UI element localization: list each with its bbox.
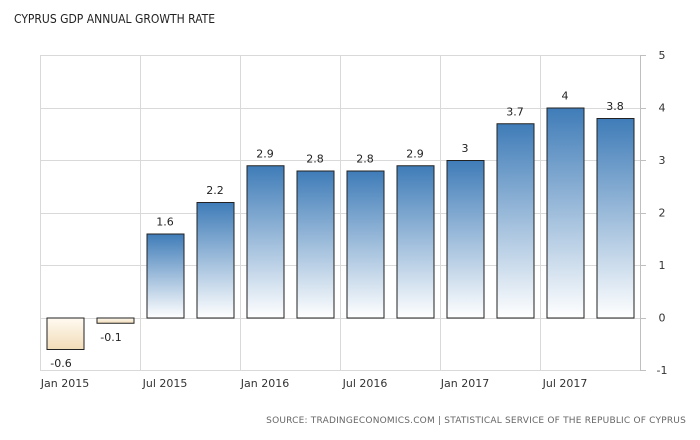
x-tick-label: Jul 2016 [342, 377, 388, 390]
data-label: 3.8 [606, 100, 624, 113]
x-tick-label: Jan 2015 [40, 377, 89, 390]
data-label: 3 [462, 142, 469, 155]
y-tick-label: 3 [659, 154, 666, 167]
bar [96, 317, 135, 324]
bar [546, 107, 585, 319]
bars [46, 107, 635, 350]
bar [396, 165, 435, 319]
x-tick-label: Jan 2016 [240, 377, 289, 390]
y-tick-label: 5 [659, 49, 666, 62]
x-tick-label: Jan 2017 [440, 377, 489, 390]
gridlines [40, 55, 640, 371]
y-tick-label: 4 [659, 102, 666, 115]
data-label: 2.8 [356, 153, 374, 166]
data-label: 2.9 [256, 147, 274, 160]
data-label: 1.6 [156, 216, 174, 229]
bar [346, 170, 385, 319]
bar [46, 317, 85, 350]
bar [196, 202, 235, 319]
data-label: 2.8 [306, 153, 324, 166]
y-tick-label: 1 [659, 259, 666, 272]
bar [246, 165, 285, 319]
source-note: SOURCE: TRADINGECONOMICS.COM | STATISTIC… [266, 416, 686, 426]
x-tick-label: Jul 2017 [542, 377, 588, 390]
bar [146, 233, 185, 319]
y-tick-label: -1 [657, 364, 668, 377]
x-axis-ticks: Jan 2015 Jul 2015 Jan 2016 Jul 2016 Jan 2017… [40, 377, 588, 390]
data-label: 2.2 [206, 184, 224, 197]
y-tick-label: 0 [659, 312, 666, 325]
bar [296, 170, 335, 319]
bar [596, 118, 635, 319]
data-label: 4 [562, 90, 569, 103]
data-label: 2.9 [406, 147, 424, 160]
chart-title: CYPRUS GDP ANNUAL GROWTH RATE [14, 12, 216, 26]
data-label: -0.1 [100, 331, 121, 344]
x-tick-label: Jul 2015 [142, 377, 188, 390]
y-axis: -1 0 1 2 3 4 5 [640, 49, 667, 377]
data-label: 3.7 [506, 105, 524, 118]
y-tick-label: 2 [659, 207, 666, 220]
bar [496, 123, 535, 319]
bar [446, 160, 485, 319]
data-label: -0.6 [50, 357, 71, 370]
value-labels: -0.6 -0.1 1.6 2.2 2.9 2.8 2.8 2.9 3 3.7 4 3.8 [50, 90, 623, 371]
